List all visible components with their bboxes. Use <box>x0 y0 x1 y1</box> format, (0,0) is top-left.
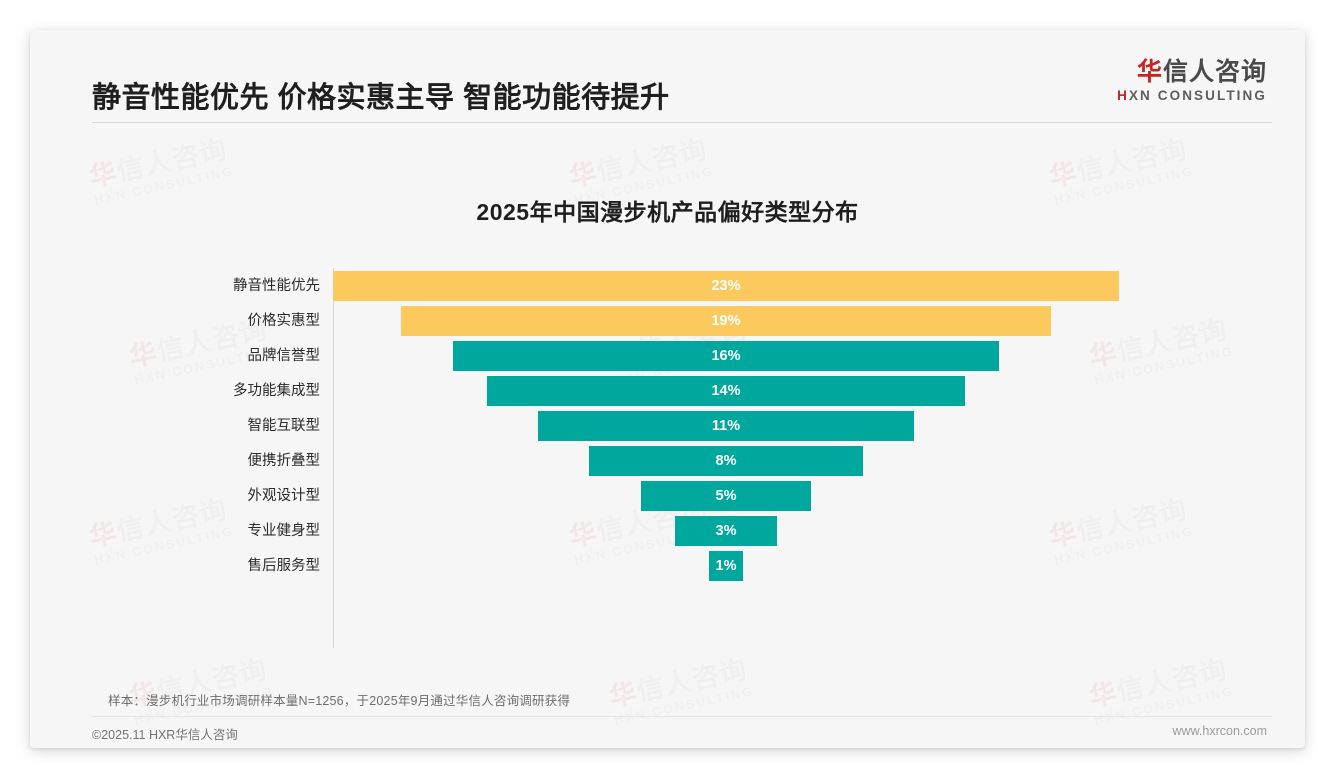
funnel-row: 静音性能优先 23% <box>92 271 1272 301</box>
brand-logo-english-rest: XN CONSULTING <box>1128 88 1267 103</box>
brand-logo-english: HXN CONSULTING <box>1117 88 1267 103</box>
brand-logo-chinese: 华信人咨询 <box>1117 58 1267 86</box>
funnel-chart: 静音性能优先 23% 价格实惠型 19% 品牌信誉型 16% 多功能集成型 14% 智能互联型 1… <box>92 268 1272 650</box>
funnel-row: 专业健身型 3% <box>92 516 1272 546</box>
category-label: 专业健身型 <box>247 523 321 539</box>
funnel-row: 多功能集成型 14% <box>92 376 1272 406</box>
brand-logo-chinese-rest: 信人咨询 <box>1162 58 1267 86</box>
category-label: 多功能集成型 <box>233 383 320 399</box>
slide-card: 华信人咨询 HXN CONSULTING 华信人咨询 HXN CONSULTING 华信… <box>30 30 1305 748</box>
funnel-bar[interactable]: 5% <box>640 481 812 511</box>
footer-copyright: ©2025.11 HXR华信人咨询 <box>92 728 238 742</box>
funnel-bar[interactable]: 8% <box>589 446 863 476</box>
category-label: 价格实惠型 <box>247 313 321 329</box>
funnel-bar[interactable]: 16% <box>452 341 1000 371</box>
category-label: 便携折叠型 <box>247 453 321 469</box>
funnel-row: 外观设计型 5% <box>92 481 1272 511</box>
funnel-row: 品牌信誉型 16% <box>92 341 1272 371</box>
source-note: 样本：漫步机行业市场调研样本量N=1256，于2025年9月通过华信人咨询调研获… <box>108 694 571 708</box>
funnel-bar[interactable]: 11% <box>538 411 914 441</box>
funnel-row: 便携折叠型 8% <box>92 446 1272 476</box>
funnel-bar[interactable]: 14% <box>486 376 966 406</box>
funnel-row: 售后服务型 1% <box>92 551 1272 581</box>
brand-logo: 华信人咨询 HXN CONSULTING <box>1117 58 1267 103</box>
funnel-row: 价格实惠型 19% <box>92 306 1272 336</box>
category-label: 静音性能优先 <box>233 278 320 294</box>
brand-logo-char-hua: 华 <box>1136 58 1163 86</box>
funnel-row: 智能互联型 11% <box>92 411 1272 441</box>
slide-footer: ©2025.11 HXR华信人咨询 www.hxrcon.com <box>30 716 1305 748</box>
chart-title: 2025年中国漫步机产品偏好类型分布 <box>476 199 859 225</box>
chart-axis-line <box>333 268 334 648</box>
category-label: 外观设计型 <box>247 488 321 504</box>
slide-header: 静音性能优先 价格实惠主导 智能功能待提升 华信人咨询 HXN CONSULTI… <box>30 30 1305 123</box>
brand-logo-english-initial: H <box>1117 88 1129 103</box>
funnel-bar[interactable]: 23% <box>333 271 1119 301</box>
footer-divider <box>92 716 1272 717</box>
footer-website: www.hxrcon.com <box>1172 724 1267 738</box>
funnel-bar[interactable]: 3% <box>674 516 778 546</box>
category-label: 品牌信誉型 <box>247 348 321 364</box>
funnel-bar[interactable]: 19% <box>401 306 1051 336</box>
page-title: 静音性能优先 价格实惠主导 智能功能待提升 <box>92 82 670 114</box>
category-label: 售后服务型 <box>247 558 321 574</box>
funnel-bar[interactable]: 1% <box>708 551 744 581</box>
header-divider <box>92 122 1272 123</box>
category-label: 智能互联型 <box>247 418 321 434</box>
